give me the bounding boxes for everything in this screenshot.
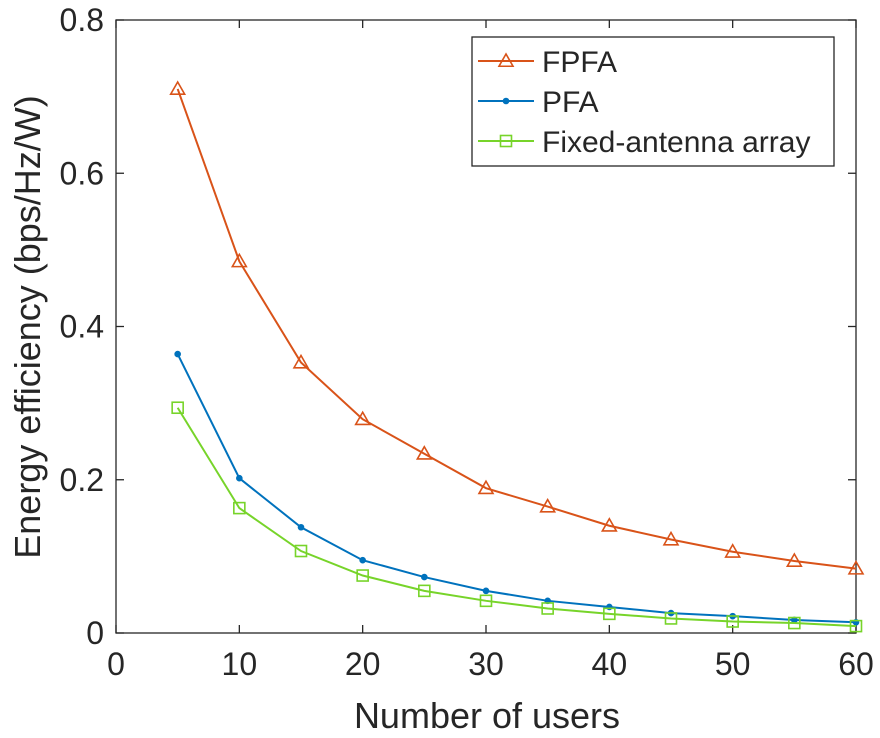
data-point-fpfa — [724, 543, 742, 558]
x-tick-label: 10 — [222, 646, 258, 682]
data-point-pfa — [297, 523, 305, 531]
legend-label-fixed-antenna-array: Fixed-antenna array — [542, 126, 810, 159]
axes: 0 10 20 30 40 50 60 0 0.2 0.4 0.6 0.8 — [60, 2, 874, 682]
data-point-fpfa — [600, 517, 618, 532]
data-point-fpfa — [785, 552, 803, 568]
data-point-fixed-antenna-array — [849, 619, 863, 633]
data-point-fixed-antenna-array — [726, 615, 739, 628]
data-point-fpfa — [354, 410, 372, 426]
legend-label-pfa: PFA — [542, 86, 599, 119]
y-tick-label: 0.2 — [60, 462, 104, 498]
y-tick-label: 0 — [86, 615, 104, 651]
data-point-fixed-antenna-array — [294, 544, 308, 558]
y-tick-label: 0.8 — [60, 2, 104, 38]
x-tick-label: 0 — [107, 646, 125, 682]
data-point-pfa — [482, 587, 490, 595]
series-pfa — [174, 350, 860, 626]
data-point-fixed-antenna-array — [664, 612, 678, 625]
data-point-fpfa — [847, 560, 865, 575]
data-point-fixed-antenna-array — [603, 607, 616, 621]
data-point-fpfa — [230, 252, 248, 268]
series-fixed-antenna-array — [171, 401, 863, 633]
data-point-fpfa — [539, 497, 557, 513]
x-tick-label: 60 — [838, 646, 874, 682]
series-fpfa — [169, 80, 865, 575]
legend-marker-pfa — [502, 97, 510, 105]
data-point-fpfa — [415, 445, 433, 460]
data-point-fixed-antenna-array — [418, 584, 431, 598]
data-point-fixed-antenna-array — [171, 401, 184, 415]
series-line-fpfa — [176, 88, 857, 570]
plot-area-series — [169, 80, 865, 633]
data-point-fpfa — [292, 353, 310, 369]
data-point-pfa — [174, 350, 181, 358]
data-point-fixed-antenna-array — [479, 594, 493, 608]
x-tick-label: 50 — [715, 646, 751, 682]
x-tick-label: 40 — [592, 646, 628, 682]
data-point-fpfa — [477, 479, 495, 495]
data-point-fixed-antenna-array — [233, 501, 246, 515]
data-point-pfa — [421, 573, 428, 581]
legend-marker-fpfa — [497, 52, 515, 68]
series-line-fixed-antenna-array — [176, 407, 857, 628]
data-point-pfa — [359, 556, 366, 564]
x-tick-label: 20 — [345, 646, 381, 682]
y-tick-label: 0.4 — [60, 309, 104, 345]
legend-marker-fixed-antenna-array — [499, 134, 513, 148]
legend: FPFA PFA Fixed-antenna array — [471, 36, 835, 167]
y-tick-label: 0.6 — [60, 155, 104, 191]
data-point-fixed-antenna-array — [541, 602, 554, 615]
data-point-fixed-antenna-array — [356, 569, 369, 582]
data-point-pfa — [236, 474, 243, 482]
x-axis-label: Number of users — [354, 695, 620, 736]
x-tick-label: 30 — [468, 646, 504, 682]
legend-label-fpfa: FPFA — [542, 46, 617, 79]
data-point-fpfa — [662, 530, 680, 546]
data-point-fixed-antenna-array — [788, 616, 801, 630]
data-point-fpfa — [169, 80, 187, 96]
y-axis-label: Energy efficiency (bps/Hz/W) — [7, 95, 48, 558]
legend-box — [471, 36, 835, 167]
series-line-pfa — [176, 353, 857, 624]
